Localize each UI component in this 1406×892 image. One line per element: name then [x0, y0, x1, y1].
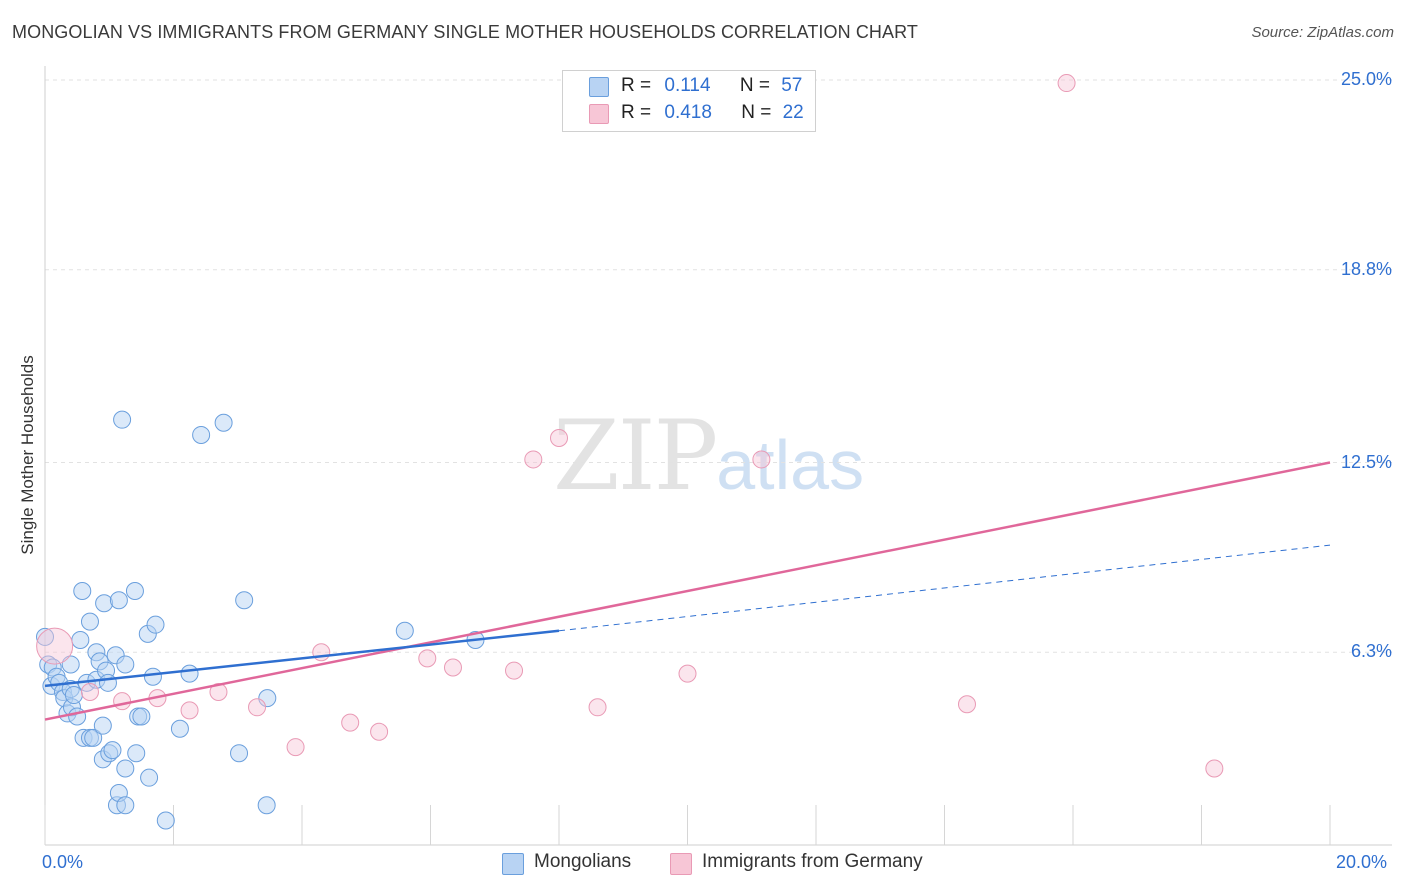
mongolian-point	[71, 630, 90, 649]
r-label: R =	[621, 75, 652, 96]
axes	[44, 66, 1392, 846]
germany-point	[180, 701, 199, 720]
germany-point	[588, 698, 607, 717]
germany-point	[1205, 759, 1224, 778]
mongolian-point	[95, 594, 114, 613]
watermark-zip: ZIP	[553, 400, 718, 512]
germany-swatch	[589, 104, 609, 124]
germany-point	[209, 683, 228, 701]
mongolian-point	[80, 612, 99, 631]
germany-point	[312, 643, 331, 662]
germany-point	[505, 661, 524, 680]
mongolian-point	[116, 759, 135, 778]
y-tick-label: 6.3%	[1350, 641, 1392, 662]
mongolians-swatch	[589, 77, 609, 97]
mongolian-point	[258, 689, 277, 708]
germany-point	[1057, 74, 1076, 93]
germany-point	[113, 692, 132, 711]
mongolian-point	[132, 707, 151, 726]
germany-point	[443, 658, 462, 677]
germany-point	[752, 450, 771, 469]
grid-lines	[45, 79, 1392, 653]
correlation-legend: R = 0.114 N = 57 R = 0.418 N = 22	[562, 70, 816, 132]
mongolian-point	[127, 744, 146, 763]
mongolian-point	[116, 796, 135, 815]
germany-point	[550, 429, 568, 448]
chart-title: MONGOLIAN VS IMMIGRANTS FROM GERMANY SIN…	[12, 22, 919, 42]
mongolian-point	[192, 425, 211, 444]
germany-legend-swatch	[670, 853, 692, 875]
mongolian-point	[68, 707, 87, 726]
watermark-atlas: atlas	[716, 426, 865, 504]
legend-label-mongolians: Mongolians	[534, 851, 632, 872]
mongolian-point	[140, 768, 159, 787]
mongolian-point	[113, 410, 132, 429]
series-legend: Mongolians Immigrants from Germany	[0, 851, 1406, 879]
mongolian-point	[116, 655, 135, 674]
mongolian-point	[143, 667, 162, 686]
germany-point	[341, 713, 360, 732]
mongolians-trend-extension	[558, 544, 1331, 632]
germany-point	[370, 722, 389, 741]
mongolian-point	[84, 728, 103, 747]
x-tick-min: 0.0%	[42, 852, 84, 872]
germany-trend-line	[44, 461, 1331, 721]
mongolian-point	[230, 744, 249, 763]
mongolian-point	[64, 686, 83, 705]
r-value: 0.114	[664, 75, 711, 96]
mongolian-point	[257, 796, 276, 815]
mongolian-point	[36, 627, 54, 646]
germany-point	[957, 695, 976, 714]
mongolian-point	[156, 811, 175, 830]
mongolian-point	[180, 664, 199, 683]
mongolian-point	[395, 621, 414, 640]
source-label: Source: ZipAtlas.com	[1251, 24, 1394, 41]
x-tick-max: 20.0%	[1336, 852, 1388, 872]
mongolians-points	[36, 410, 485, 830]
mongolians-legend-swatch	[502, 853, 524, 875]
mongolian-point	[93, 716, 112, 735]
germany-point	[248, 698, 267, 717]
y-tick-label: 25.0%	[1340, 69, 1392, 89]
mongolian-point	[146, 615, 165, 634]
mongolians-trend-line	[44, 629, 560, 688]
germany-point	[80, 683, 99, 701]
legend-label-germany: Immigrants from Germany	[702, 851, 923, 872]
r-label: R =	[621, 102, 652, 123]
germany-point	[678, 664, 697, 683]
y-tick-label: 18.8%	[1340, 258, 1392, 279]
n-label: N =	[741, 102, 772, 123]
n-value: 22	[782, 102, 804, 123]
trend-lines	[44, 461, 1331, 721]
mongolian-point	[103, 741, 122, 760]
germany-point	[524, 450, 543, 469]
mongolian-point	[109, 591, 128, 610]
mongolian-point	[170, 719, 189, 738]
n-label: N =	[739, 75, 770, 96]
mongolian-point	[125, 582, 144, 601]
germany-point	[418, 649, 437, 668]
y-tick-label: 12.5%	[1340, 451, 1392, 472]
mongolian-point	[235, 591, 254, 610]
watermark: ZIPatlas	[553, 400, 864, 512]
n-value: 57	[781, 75, 803, 96]
germany-points	[36, 74, 1224, 778]
germany-point	[36, 627, 74, 665]
mongolian-point	[73, 582, 92, 601]
mongolian-point	[214, 413, 233, 432]
r-value: 0.418	[664, 102, 712, 123]
germany-point	[286, 738, 305, 757]
mongolian-point	[98, 673, 117, 692]
